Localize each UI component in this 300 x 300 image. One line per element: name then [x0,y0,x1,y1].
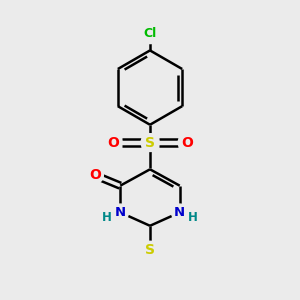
Circle shape [87,167,103,184]
Text: N: N [115,206,126,219]
Text: S: S [145,136,155,150]
Text: O: O [89,168,101,182]
Circle shape [142,241,158,258]
Text: Cl: Cl [143,27,157,40]
Circle shape [104,134,122,152]
Text: O: O [107,136,119,150]
Text: H: H [188,211,198,224]
Circle shape [178,134,196,152]
Circle shape [140,25,160,44]
Circle shape [141,134,159,152]
Text: H: H [102,211,112,224]
Circle shape [171,204,188,221]
Text: N: N [174,206,185,219]
Text: S: S [145,243,155,256]
Text: O: O [181,136,193,150]
Circle shape [112,204,129,221]
